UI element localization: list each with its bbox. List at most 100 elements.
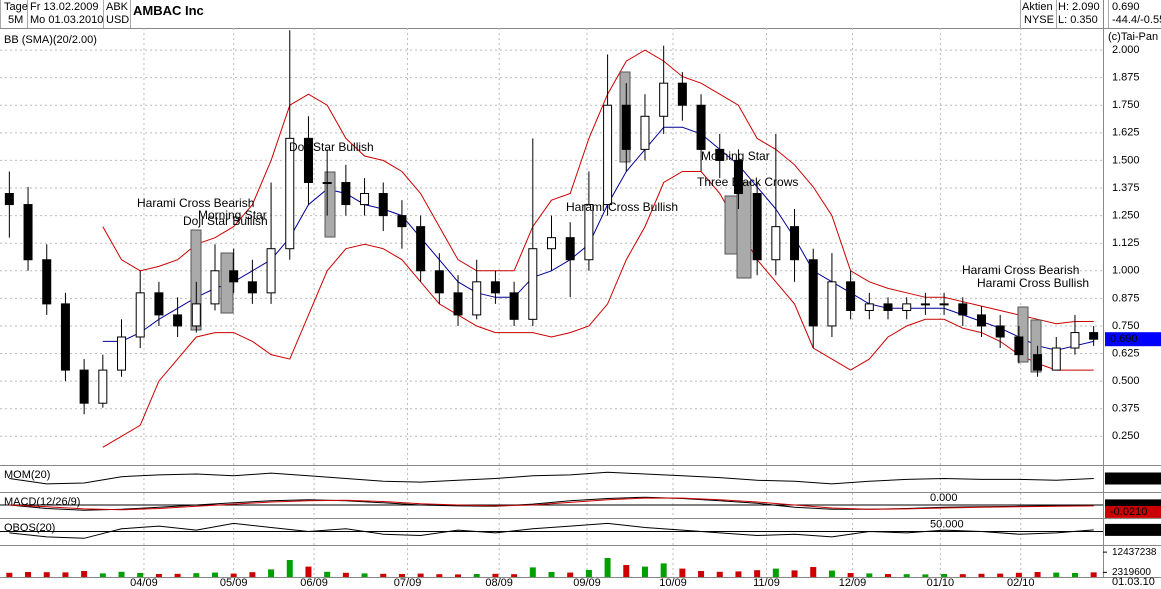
candle-body: [453, 292, 463, 316]
candle-body: [827, 281, 837, 327]
volume-bar: [249, 572, 256, 577]
volume-bar: [548, 572, 555, 577]
candle-body: [902, 303, 912, 312]
volume-bar: [529, 567, 536, 577]
candle-body: [547, 237, 556, 250]
candle-body: [416, 226, 426, 272]
volume-bar: [342, 572, 349, 577]
volume-bar: [941, 574, 948, 577]
y-tick-label: 0.250: [1112, 430, 1140, 442]
x-tick-label: 07/09: [394, 577, 422, 589]
volume-bar: [754, 570, 761, 577]
candle-body: [135, 292, 145, 338]
y-tick-label: 1.375: [1112, 182, 1140, 194]
volume-bar: [772, 568, 779, 577]
candle-body: [397, 215, 407, 228]
candle-body: [846, 281, 856, 312]
volume-bar: [62, 572, 69, 577]
volume-bar: [791, 570, 798, 577]
candle-body: [1051, 347, 1061, 371]
volume-bar: [174, 573, 181, 577]
indicator-line: [9, 471, 1094, 485]
volume-bar: [361, 573, 368, 577]
volume-bar: [810, 567, 817, 577]
volume-bar: [885, 574, 892, 577]
volume-bar: [735, 571, 742, 577]
candle-body: [247, 281, 257, 294]
volume-bar: [6, 572, 13, 577]
y-tick-label: 1.125: [1112, 237, 1140, 249]
candle-body: [229, 270, 239, 283]
candle-body: [341, 181, 351, 206]
candle-body: [266, 248, 276, 294]
candle-body: [565, 237, 575, 261]
candle-body: [191, 303, 201, 327]
volume-bar: [1071, 573, 1078, 577]
candle-body: [322, 181, 332, 184]
x-tick-label: 10/09: [659, 577, 687, 589]
exchange: NYSE: [1024, 14, 1054, 26]
volume-bar: [604, 558, 611, 577]
candle-body: [1070, 332, 1080, 349]
candle-body: [4, 193, 14, 206]
y-tick-label: 1.625: [1112, 127, 1140, 139]
candle-body: [864, 303, 874, 312]
candle-body: [696, 104, 706, 150]
y-tick-label: 1.875: [1112, 72, 1140, 84]
volume-bar: [978, 573, 985, 577]
kind: Aktien: [1022, 1, 1053, 13]
volume-bar: [417, 573, 424, 577]
panel-title: BB (SMA)(20/2.00): [4, 34, 97, 46]
candle-body: [360, 193, 370, 206]
y-tick-label: 0.500: [1112, 375, 1140, 387]
candle-body: [1033, 354, 1043, 371]
x-tick-label: 11/09: [753, 577, 780, 589]
candle-body: [1089, 332, 1099, 340]
y-tick-label: 12437238: [1112, 547, 1157, 558]
candle-body: [715, 148, 725, 161]
reference-label: 50.000: [930, 518, 964, 530]
indicator-line: [9, 522, 1094, 539]
volume-bar: [903, 574, 910, 577]
last-value-label: 0.690: [1110, 333, 1138, 345]
volume-bar: [268, 569, 275, 577]
range: 5M: [8, 14, 24, 26]
panel-title: MOM(20): [4, 469, 50, 481]
candle-body: [23, 204, 33, 261]
volume-bar: [716, 571, 723, 577]
volume-bar: [847, 573, 854, 577]
y-tick-label: 1.500: [1112, 154, 1140, 166]
volume-bar: [286, 560, 293, 577]
to-date: Mo 01.03.2010: [30, 14, 104, 26]
reference-label: 0.000: [930, 492, 958, 504]
candle-body: [733, 159, 743, 195]
volume-bar: [137, 573, 144, 577]
pattern-highlight: [324, 171, 336, 238]
volume-bar: [118, 571, 125, 577]
candle-body: [154, 292, 164, 316]
candle-body: [1014, 336, 1024, 356]
pattern-label: Three Black Crows: [697, 175, 798, 189]
volume-bar: [25, 572, 32, 577]
title: AMBAC Inc: [133, 3, 204, 18]
pattern-highlight: [220, 252, 234, 314]
candle-body: [60, 303, 70, 371]
currency: USD: [106, 14, 130, 26]
band-line: [102, 171, 1094, 448]
y-tick-label: 0.875: [1112, 292, 1140, 304]
volume-bar: [922, 574, 929, 577]
volume-bar: [660, 563, 667, 577]
y-tick-label: 0.375: [1112, 403, 1140, 415]
y-tick-label: 2319600: [1112, 567, 1151, 578]
candle-body: [98, 369, 108, 404]
copyright: (c)Tai-Pan: [1108, 31, 1159, 43]
candle-body: [603, 104, 613, 206]
pattern-highlight: [724, 195, 738, 255]
y-tick-label: 0.625: [1112, 347, 1140, 359]
pattern-label: Harami Cross Bullish: [566, 200, 678, 214]
volume-bar: [43, 572, 50, 577]
candle-body: [490, 281, 500, 294]
volume-bar: [1015, 572, 1022, 577]
volume-bar: [398, 574, 405, 577]
last-value-box: [1105, 332, 1161, 347]
